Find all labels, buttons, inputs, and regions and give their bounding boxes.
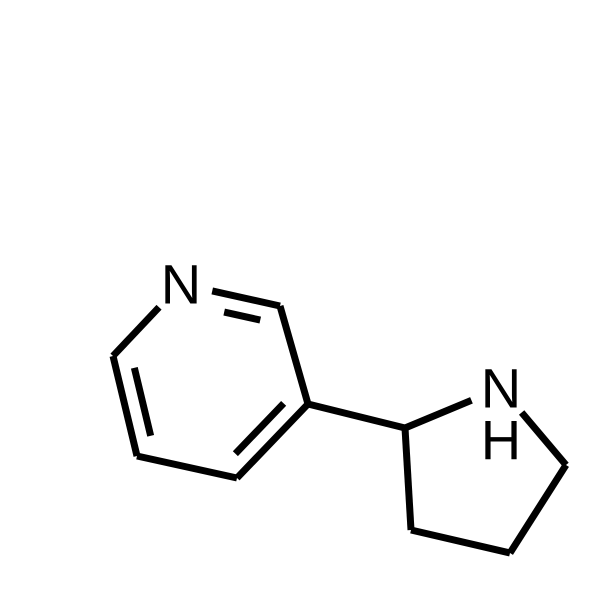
bond-line <box>224 312 260 320</box>
bond-line <box>308 404 405 428</box>
bond-line <box>235 403 283 453</box>
bond-line <box>411 530 510 553</box>
bond-line <box>113 307 159 356</box>
atom-label-N1p-H: H <box>481 409 521 472</box>
bond-line <box>510 465 566 553</box>
bond-line <box>212 291 280 306</box>
molecule-diagram: NNH <box>0 0 600 600</box>
bond-line <box>137 456 237 478</box>
bond-line <box>405 400 471 428</box>
bond-line <box>405 428 411 530</box>
atom-label-N6: N <box>161 253 201 316</box>
bond-line <box>280 306 308 404</box>
bond-line <box>522 412 566 465</box>
bond-line <box>134 368 150 436</box>
